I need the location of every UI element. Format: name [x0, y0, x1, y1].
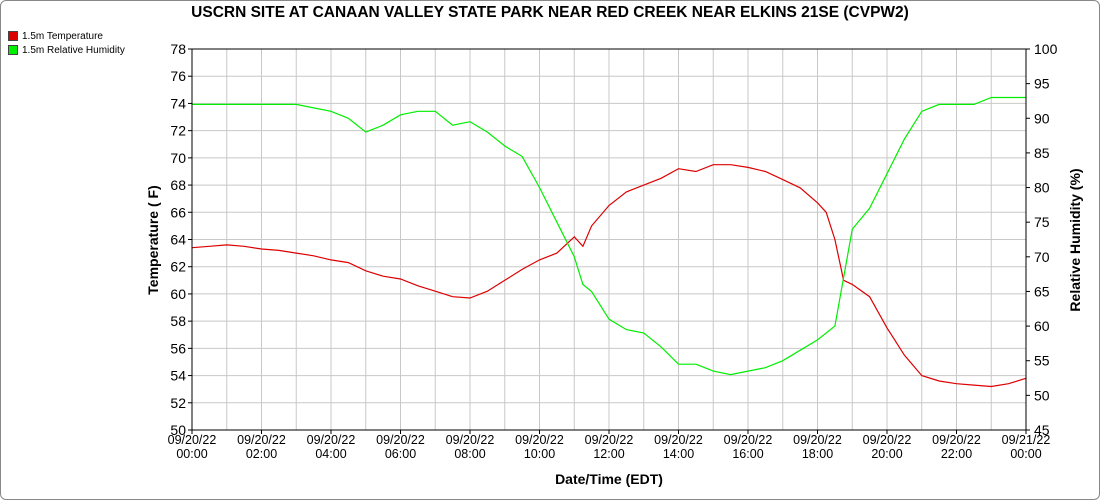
y-tick-label: 78 — [170, 41, 186, 57]
y-axis-label: Temperature ( F) — [145, 185, 161, 294]
y2-tick-label: 80 — [1034, 180, 1050, 196]
legend-label-temperature: 1.5m Temperature — [22, 30, 103, 42]
x-tick-label: 09/20/22 12:00 — [585, 433, 634, 461]
y-tick-label: 62 — [170, 259, 186, 275]
y-tick-label: 72 — [170, 123, 186, 139]
x-tick-label: 09/20/22 10:00 — [515, 433, 564, 461]
y-tick-label: 76 — [170, 68, 186, 84]
y-tick-label: 50 — [170, 422, 186, 438]
y2-tick-label: 55 — [1034, 353, 1050, 369]
x-tick-label: 09/20/22 16:00 — [724, 433, 773, 461]
x-tick-label: 09/20/22 18:00 — [793, 433, 842, 461]
y-tick-label: 56 — [170, 340, 186, 356]
y2-axis-label: Relative Humidity (%) — [1067, 168, 1083, 311]
x-axis-label: Date/Time (EDT) — [555, 471, 663, 487]
humidity-line — [192, 96, 1026, 376]
y-tick-label: 54 — [170, 368, 186, 384]
y2-tick-label: 60 — [1034, 318, 1050, 334]
y2-tick-label: 100 — [1034, 41, 1058, 57]
legend-item-temperature: 1.5m Temperature — [8, 29, 125, 43]
x-tick-label: 09/20/22 22:00 — [932, 433, 981, 461]
x-tick-label: 09/20/22 14:00 — [654, 433, 703, 461]
y-tick-label: 60 — [170, 286, 186, 302]
chart-title: USCRN SITE AT CANAAN VALLEY STATE PARK N… — [191, 4, 909, 21]
x-tick-label: 09/20/22 08:00 — [446, 433, 495, 461]
x-tick-label: 09/20/22 20:00 — [863, 433, 912, 461]
legend-swatch-temperature — [8, 31, 18, 41]
y-tick-label: 68 — [170, 177, 186, 193]
grid — [191, 48, 1027, 431]
x-tick-label: 09/20/22 04:00 — [307, 433, 356, 461]
x-tick-label: 09/21/22 00:00 — [1002, 433, 1051, 461]
legend-swatch-humidity — [8, 45, 18, 55]
y2-tick-label: 90 — [1034, 110, 1050, 126]
y2-tick-label: 65 — [1034, 283, 1050, 299]
y-tick-label: 58 — [170, 313, 186, 329]
y-tick-label: 52 — [170, 395, 186, 411]
y-tick-label: 66 — [170, 204, 186, 220]
y-tick-label: 70 — [170, 150, 186, 166]
x-tick-label: 09/20/22 06:00 — [376, 433, 425, 461]
y2-tick-label: 85 — [1034, 145, 1050, 161]
y2-tick-label: 95 — [1034, 76, 1050, 92]
legend: 1.5m Temperature 1.5m Relative Humidity — [8, 29, 125, 57]
y2-tick-label: 50 — [1034, 387, 1050, 403]
x-tick-label: 09/20/22 02:00 — [237, 433, 286, 461]
legend-label-humidity: 1.5m Relative Humidity — [22, 44, 125, 56]
y-tick-label: 74 — [170, 95, 186, 111]
legend-item-humidity: 1.5m Relative Humidity — [8, 43, 125, 57]
y2-tick-label: 45 — [1034, 422, 1050, 438]
y2-tick-label: 70 — [1034, 249, 1050, 265]
y2-tick-label: 75 — [1034, 214, 1050, 230]
temperature-line — [191, 164, 1027, 388]
series-group — [191, 96, 1027, 388]
x-tick-label: 09/20/22 00:00 — [168, 433, 217, 461]
axes: 50 52 54 56 58 60 62 64 66 68 70 72 74 76 78 45 50 55 60 65… — [168, 41, 1058, 461]
y-tick-label: 64 — [170, 232, 186, 248]
